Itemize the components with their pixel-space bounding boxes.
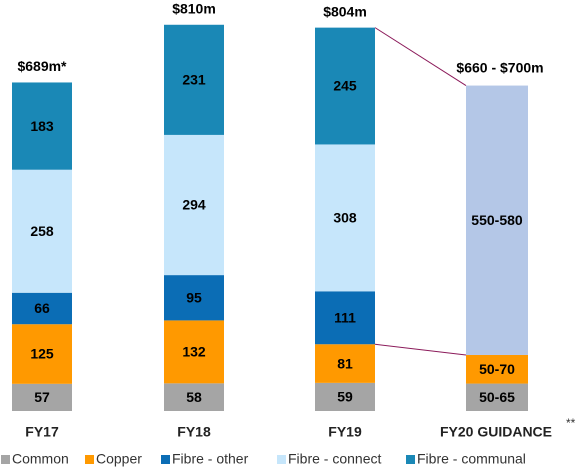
bar-segment <box>315 382 375 411</box>
bar-segment <box>12 169 72 293</box>
x-tick-label: FY17 <box>25 424 59 440</box>
total-label: $689m* <box>17 58 67 74</box>
connector <box>374 343 467 356</box>
segment-label: 66 <box>34 300 50 316</box>
segment-label: 132 <box>182 344 206 360</box>
total-label: $804m <box>323 3 367 19</box>
segment-label: 245 <box>333 78 357 94</box>
bar-segment <box>164 275 224 321</box>
segment-label: 231 <box>182 72 206 88</box>
bar-segment <box>315 344 375 383</box>
bar-segment <box>315 144 375 292</box>
segment-label: 111 <box>334 309 356 325</box>
bar-segment <box>315 27 375 145</box>
segment-label: 550-580 <box>471 212 523 228</box>
x-tick-label: FY20 GUIDANCE <box>440 424 552 440</box>
bar-segment <box>12 82 72 170</box>
legend-swatch <box>277 455 286 464</box>
segment-label: 50-70 <box>479 361 515 377</box>
segment-label: 294 <box>182 197 206 213</box>
x-tick-label: FY19 <box>328 424 362 440</box>
segment-label: 57 <box>34 389 50 405</box>
bar-segment <box>164 24 224 135</box>
segment-label: 81 <box>337 355 353 371</box>
legend-swatch <box>161 455 170 464</box>
segment-label: 58 <box>186 389 202 405</box>
total-label: $810m <box>172 0 216 16</box>
bar-segment <box>12 292 72 325</box>
legend-swatch <box>406 455 415 464</box>
bar-segment <box>164 320 224 384</box>
bar-segment <box>315 291 375 345</box>
segment-label: 95 <box>186 289 202 305</box>
segment-label: 50-65 <box>479 389 515 405</box>
total-label: $660 - $700m <box>456 59 543 75</box>
segment-label: 308 <box>333 210 357 226</box>
legend-label: Common <box>12 451 69 467</box>
legend-label: Fibre - communal <box>417 451 526 467</box>
bar-segment <box>12 383 72 411</box>
bar-segment <box>12 324 72 384</box>
guidance-segment <box>466 383 528 411</box>
legend-label: Fibre - other <box>172 451 249 467</box>
legend-swatch <box>85 455 94 464</box>
segment-label: 59 <box>337 389 353 405</box>
guidance-segment <box>466 85 528 355</box>
x-tick-label: FY18 <box>177 424 211 440</box>
segment-label: 258 <box>30 223 54 239</box>
guidance-segment <box>466 354 528 384</box>
legend-swatch <box>1 455 10 464</box>
bar-segment <box>164 383 224 411</box>
note-marker: ** <box>566 416 576 430</box>
segment-label: 183 <box>30 118 54 134</box>
bar-segment <box>164 134 224 276</box>
segment-label: 125 <box>30 346 54 362</box>
legend-label: Fibre - connect <box>288 451 381 467</box>
connector <box>374 27 467 86</box>
legend-label: Copper <box>96 451 142 467</box>
